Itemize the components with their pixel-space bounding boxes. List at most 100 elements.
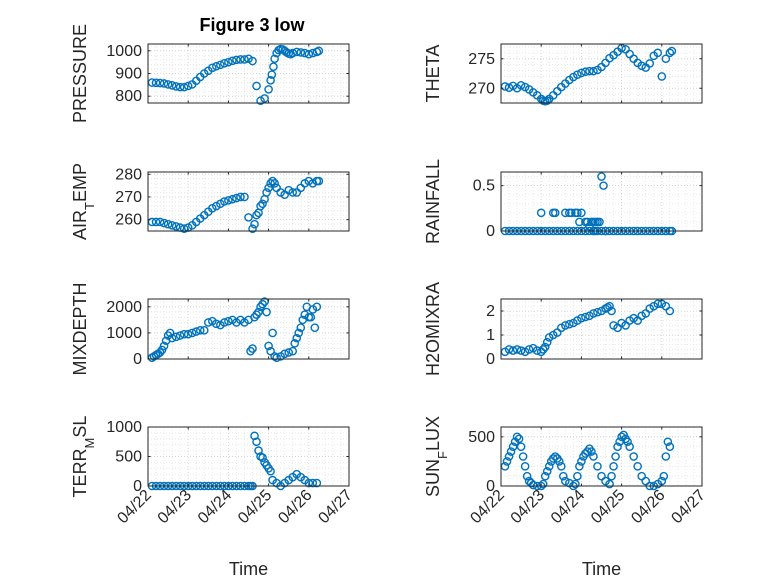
y-axis-label: SUNFLUX: [423, 416, 450, 497]
data-point: [175, 82, 185, 92]
data-point: [304, 49, 314, 59]
data-point: [512, 345, 522, 354]
data-point: [585, 66, 594, 76]
data-point: [595, 217, 604, 227]
axes-frame: [500, 426, 703, 487]
data-point: [228, 56, 237, 66]
data-point: [212, 319, 221, 329]
data-point: [589, 452, 598, 461]
data-point: [258, 199, 267, 209]
data-point: [270, 54, 279, 64]
data-point: [645, 59, 655, 68]
y-tick-label: 0: [486, 223, 495, 240]
data-point: [609, 462, 618, 471]
data-point: [199, 326, 209, 335]
data-point: [260, 297, 269, 306]
y-tick-label: 900: [115, 66, 142, 83]
data-point: [559, 471, 568, 481]
data-point: [661, 54, 671, 64]
panel-rainfall: 0 0.5 RAINFALL: [423, 159, 703, 244]
data-point: [587, 447, 596, 456]
y-axis-label: RAINFALL: [423, 159, 443, 244]
data-point: [314, 46, 324, 56]
data-point: [244, 213, 253, 222]
data-point: [163, 80, 173, 89]
data-point: [179, 82, 189, 92]
data-point: [151, 217, 161, 227]
y-axis-label: H2OMIXRA: [423, 282, 443, 376]
data-point: [248, 224, 257, 234]
data-point: [575, 462, 584, 471]
data-point: [220, 197, 229, 206]
data-point: [667, 46, 677, 56]
data-point: [187, 328, 197, 338]
data-point: [659, 471, 669, 481]
data-point: [306, 312, 316, 322]
data-point: [617, 432, 626, 442]
data-point: [577, 68, 586, 78]
data-point: [175, 331, 185, 340]
data-point: [637, 61, 647, 71]
data-point: [565, 319, 574, 329]
data-point: [567, 208, 576, 218]
data-point: [540, 471, 550, 481]
y-tick-label: 270: [468, 80, 495, 97]
data-point: [544, 462, 554, 471]
data-point: [607, 306, 616, 316]
data-point: [290, 339, 300, 348]
data-point: [248, 344, 257, 353]
data-point: [504, 83, 514, 92]
y-tick-label: 500: [115, 449, 142, 466]
data-point: [593, 307, 602, 317]
data-point: [665, 48, 675, 58]
data-point: [270, 179, 279, 188]
figure-title: Figure 3 low: [199, 15, 305, 35]
data-point: [532, 346, 542, 355]
data-point: [195, 326, 205, 335]
data-point: [508, 346, 518, 355]
data-point: [607, 471, 616, 481]
data-point: [557, 462, 566, 471]
data-point: [269, 62, 278, 71]
y-axis-label: PRESSURE: [70, 24, 90, 123]
data-point: [266, 346, 275, 356]
data-point: [191, 327, 201, 336]
data-point: [254, 446, 263, 455]
data-point: [577, 313, 586, 323]
data-point: [605, 479, 614, 489]
data-point: [524, 345, 534, 354]
data-point: [573, 208, 582, 218]
data-point: [224, 57, 233, 67]
data-point: [581, 67, 590, 77]
panel-theta: 270 275 THETA: [423, 43, 703, 106]
y-tick-label: 800: [115, 88, 142, 105]
data-point: [167, 81, 177, 90]
data-point: [661, 452, 671, 461]
data-point: [264, 341, 273, 351]
data-point: [268, 176, 277, 186]
data-point: [589, 66, 598, 76]
data-point: [522, 471, 532, 481]
data-point: [540, 342, 550, 352]
data-point: [554, 457, 564, 466]
data-point: [250, 431, 259, 441]
y-tick-label: 500: [468, 429, 495, 446]
data-point: [538, 479, 548, 489]
data-point: [613, 442, 622, 451]
data-point: [224, 196, 233, 205]
data-point: [292, 333, 302, 343]
data-point: [583, 217, 592, 227]
data-point: [504, 345, 514, 354]
data-point: [228, 194, 237, 204]
panel-air_temp: 260 270 280 AIRTEMP: [70, 163, 350, 240]
data-point: [232, 55, 241, 65]
data-point: [550, 208, 560, 218]
data-point: [542, 466, 552, 476]
data-point: [288, 188, 298, 197]
data-point: [542, 96, 552, 105]
data-point: [284, 348, 294, 357]
data-point: [280, 349, 289, 359]
data-point: [573, 471, 582, 481]
data-point: [561, 321, 570, 330]
